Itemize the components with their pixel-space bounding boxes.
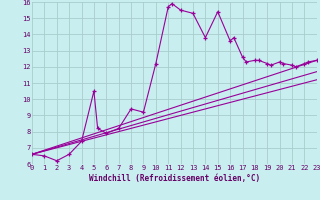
X-axis label: Windchill (Refroidissement éolien,°C): Windchill (Refroidissement éolien,°C) bbox=[89, 174, 260, 183]
